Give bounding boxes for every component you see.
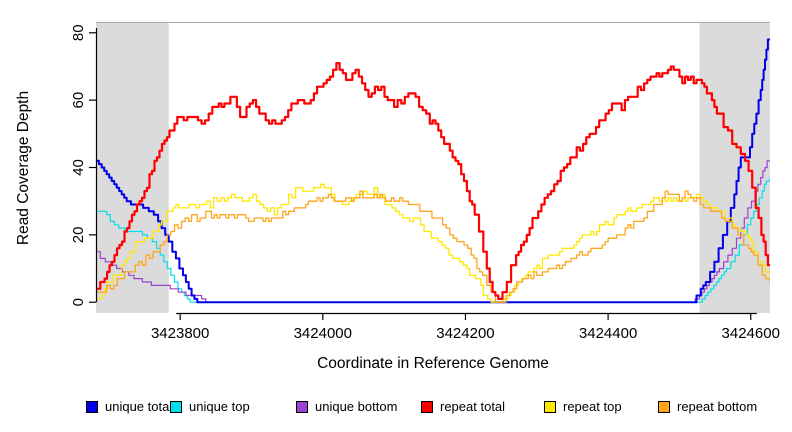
series-lines [96, 38, 770, 304]
y-tick-label: 80 [70, 24, 87, 41]
legend-label: repeat total [440, 399, 506, 414]
x-tick-label: 3424000 [294, 325, 352, 342]
legend-label: repeat top [563, 399, 622, 414]
legend-item-unique-top: unique top [170, 399, 250, 414]
legend-swatch-unique-top [170, 400, 182, 413]
x-tick-label: 3424400 [579, 325, 637, 342]
legend-swatch-repeat-bottom [658, 400, 670, 413]
legend-label: unique top [189, 399, 250, 414]
series-line-repeat-top [96, 183, 770, 303]
shaded-region [699, 22, 770, 313]
x-tick-label: 3423800 [151, 325, 209, 342]
legend-label: repeat bottom [677, 399, 758, 414]
legend-swatch-repeat-top [544, 400, 556, 413]
legend-item-repeat-top: repeat top [544, 399, 622, 414]
x-tick-label: 3424600 [722, 325, 780, 342]
legend-item-unique-bottom: unique bottom [296, 399, 397, 414]
legend-item-repeat-total: repeat total [421, 399, 505, 414]
series-line-unique-bottom [96, 160, 770, 303]
legend-swatch-unique-bottom [296, 400, 308, 413]
shaded-repeat-regions [96, 22, 770, 313]
legend-item-unique-total: unique total [86, 399, 172, 414]
shaded-region [96, 22, 169, 313]
series-line-repeat-bottom [96, 190, 770, 303]
x-axis-title: Coordinate in Reference Genome [317, 355, 549, 372]
x-tick-label: 3424200 [436, 325, 494, 342]
coverage-plot: 0 20 40 60 80 3423800 3424000 3424200 3424400 342… [15, 22, 780, 372]
legend-label: unique total [105, 399, 173, 414]
y-axis-title: Read Coverage Depth [15, 91, 32, 245]
legend: unique total unique top unique bottom repea… [0, 399, 792, 419]
y-tick-label: 20 [70, 227, 87, 244]
axes: 0 20 40 60 80 3423800 3424000 3424200 3424400 342… [70, 24, 780, 342]
y-tick-label: 60 [70, 92, 87, 109]
y-tick-label: 0 [70, 298, 87, 306]
series-line-unique-total [96, 38, 770, 304]
legend-swatch-unique-total [86, 400, 98, 413]
y-tick-label: 40 [70, 159, 87, 176]
series-line-repeat-total [96, 62, 770, 300]
legend-item-repeat-bottom: repeat bottom [658, 399, 757, 414]
legend-label: unique bottom [315, 399, 398, 414]
series-line-unique-top [96, 177, 770, 303]
legend-swatch-repeat-total [421, 400, 433, 413]
